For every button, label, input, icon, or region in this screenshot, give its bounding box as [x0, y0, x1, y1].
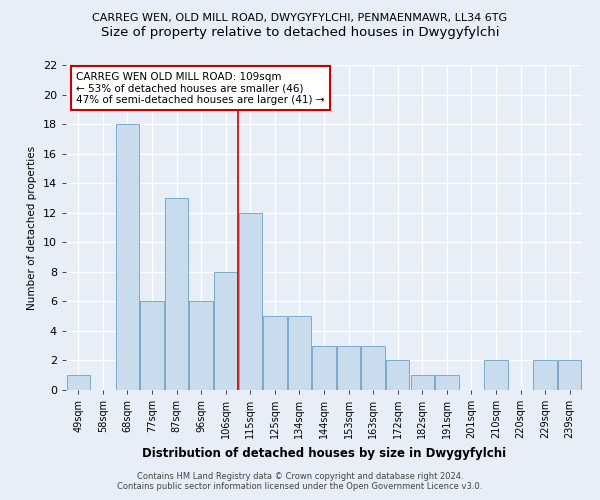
Bar	[140, 302, 164, 390]
Text: CARREG WEN, OLD MILL ROAD, DWYGYFYLCHI, PENMAENMAWR, LL34 6TG: CARREG WEN, OLD MILL ROAD, DWYGYFYLCHI, …	[92, 12, 508, 22]
Bar	[239, 212, 262, 390]
Text: Contains HM Land Registry data © Crown copyright and database right 2024.: Contains HM Land Registry data © Crown c…	[137, 472, 463, 481]
Bar	[313, 346, 335, 390]
X-axis label: Distribution of detached houses by size in Dwygyfylchi: Distribution of detached houses by size …	[142, 446, 506, 460]
Y-axis label: Number of detached properties: Number of detached properties	[27, 146, 37, 310]
Bar	[288, 316, 311, 390]
Bar	[116, 124, 139, 390]
Text: Contains public sector information licensed under the Open Government Licence v3: Contains public sector information licen…	[118, 482, 482, 491]
Bar	[533, 360, 557, 390]
Bar	[386, 360, 409, 390]
Bar	[67, 375, 90, 390]
Bar	[484, 360, 508, 390]
Bar	[361, 346, 385, 390]
Bar	[263, 316, 287, 390]
Bar	[190, 302, 213, 390]
Bar	[558, 360, 581, 390]
Text: Size of property relative to detached houses in Dwygyfylchi: Size of property relative to detached ho…	[101, 26, 499, 39]
Bar	[337, 346, 360, 390]
Bar	[410, 375, 434, 390]
Bar	[435, 375, 458, 390]
Bar	[165, 198, 188, 390]
Text: CARREG WEN OLD MILL ROAD: 109sqm
← 53% of detached houses are smaller (46)
47% o: CARREG WEN OLD MILL ROAD: 109sqm ← 53% o…	[76, 72, 325, 104]
Bar	[214, 272, 238, 390]
